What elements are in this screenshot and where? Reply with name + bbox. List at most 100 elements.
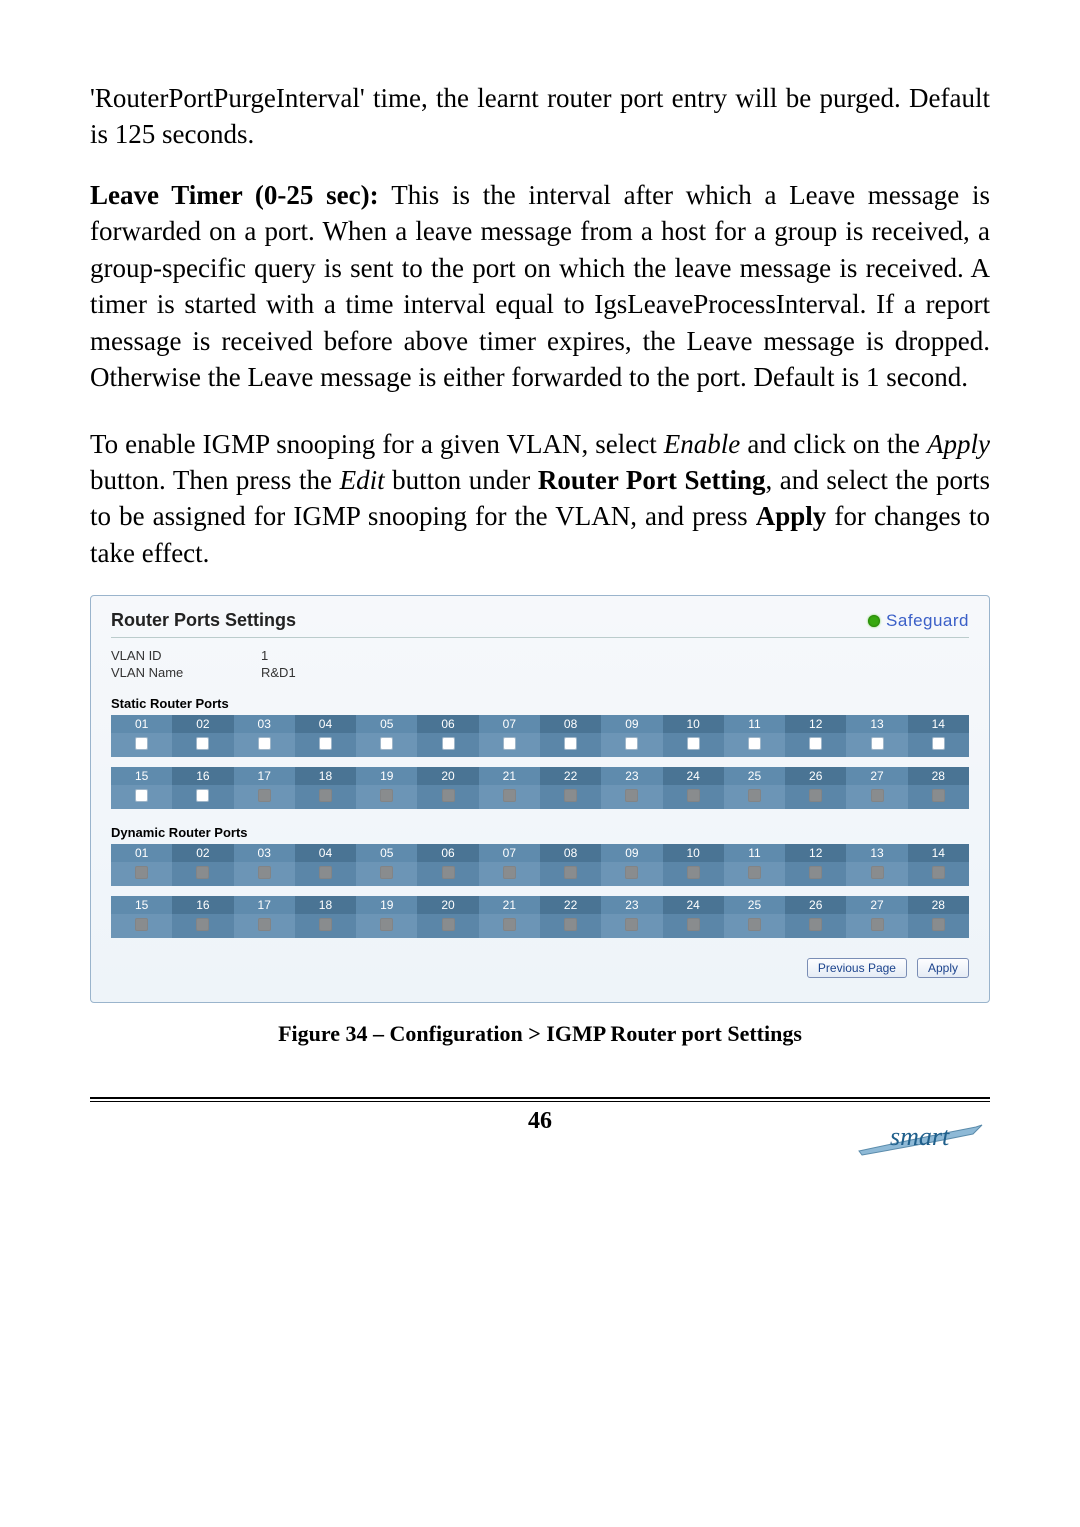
port-checkbox <box>380 866 393 879</box>
port-cell <box>172 785 233 809</box>
port-checkbox <box>809 866 822 879</box>
port-cell <box>846 914 907 938</box>
port-cell <box>601 785 662 809</box>
figure-caption: Figure 34 – Configuration > IGMP Router … <box>90 1021 990 1047</box>
port-cell <box>540 914 601 938</box>
port-checkbox[interactable] <box>687 737 700 750</box>
port-checkbox[interactable] <box>135 789 148 802</box>
port-checkbox <box>380 789 393 802</box>
port-cell <box>785 862 846 886</box>
static-ports-block: 0102030405060708091011121314 15161718192… <box>111 715 969 809</box>
panel-title: Router Ports Settings <box>111 610 296 631</box>
port-checkbox <box>442 918 455 931</box>
port-header: 04 <box>295 844 356 862</box>
port-header: 04 <box>295 715 356 733</box>
port-cell <box>663 914 724 938</box>
port-checkbox[interactable] <box>748 737 761 750</box>
port-header: 09 <box>601 844 662 862</box>
p3a: To enable IGMP snooping for a given VLAN… <box>90 429 664 459</box>
port-checkbox <box>196 866 209 879</box>
port-checkbox[interactable] <box>625 737 638 750</box>
router-ports-settings-panel: Router Ports Settings Safeguard VLAN ID … <box>90 595 990 1003</box>
port-checkbox[interactable] <box>196 737 209 750</box>
port-cell <box>356 862 417 886</box>
port-header: 09 <box>601 715 662 733</box>
port-header: 17 <box>234 896 295 914</box>
port-checkbox <box>748 866 761 879</box>
port-cell <box>111 914 172 938</box>
previous-page-button[interactable]: Previous Page <box>807 958 907 978</box>
p3f: Edit <box>340 465 385 495</box>
port-cell <box>540 785 601 809</box>
port-header: 07 <box>479 715 540 733</box>
apply-button[interactable]: Apply <box>917 958 969 978</box>
port-cell <box>785 914 846 938</box>
paragraph-2: Leave Timer (0-25 sec): This is the inte… <box>90 177 990 396</box>
port-cell <box>601 733 662 757</box>
port-checkbox <box>442 866 455 879</box>
port-header: 19 <box>356 767 417 785</box>
port-checkbox[interactable] <box>809 737 822 750</box>
port-header: 21 <box>479 767 540 785</box>
port-header: 05 <box>356 715 417 733</box>
port-cell <box>234 914 295 938</box>
static-router-ports-title: Static Router Ports <box>111 696 969 711</box>
port-checkbox <box>748 918 761 931</box>
port-header: 25 <box>724 896 785 914</box>
port-checkbox <box>687 918 700 931</box>
port-header: 28 <box>908 896 969 914</box>
port-cell <box>417 914 478 938</box>
port-header: 22 <box>540 767 601 785</box>
port-header: 23 <box>601 896 662 914</box>
port-checkbox[interactable] <box>871 737 884 750</box>
port-checkbox <box>687 866 700 879</box>
port-header: 10 <box>663 844 724 862</box>
port-checkbox <box>564 918 577 931</box>
port-checkbox[interactable] <box>135 737 148 750</box>
port-cell <box>356 785 417 809</box>
port-checkbox[interactable] <box>503 737 516 750</box>
port-checkbox <box>503 866 516 879</box>
port-checkbox[interactable] <box>319 737 332 750</box>
port-header: 06 <box>417 715 478 733</box>
port-cell <box>785 733 846 757</box>
port-header: 18 <box>295 767 356 785</box>
port-checkbox[interactable] <box>932 737 945 750</box>
port-header: 24 <box>663 767 724 785</box>
port-header: 05 <box>356 844 417 862</box>
button-row: Previous Page Apply <box>111 958 969 978</box>
port-header: 11 <box>724 844 785 862</box>
port-cell <box>908 733 969 757</box>
port-checkbox[interactable] <box>196 789 209 802</box>
port-header: 22 <box>540 896 601 914</box>
port-cell <box>540 733 601 757</box>
port-checkbox[interactable] <box>442 737 455 750</box>
port-header: 25 <box>724 767 785 785</box>
port-checkbox <box>871 918 884 931</box>
p3h: Router Port Setting <box>538 465 766 495</box>
p3g: button under <box>385 465 538 495</box>
port-checkbox[interactable] <box>258 737 271 750</box>
port-cell <box>479 733 540 757</box>
port-header: 03 <box>234 715 295 733</box>
port-checkbox <box>748 789 761 802</box>
port-header: 01 <box>111 844 172 862</box>
port-cell <box>479 785 540 809</box>
port-header: 01 <box>111 715 172 733</box>
dynamic-router-ports-title: Dynamic Router Ports <box>111 825 969 840</box>
port-cell <box>172 914 233 938</box>
port-cell <box>663 862 724 886</box>
svg-text:smart: smart <box>890 1122 950 1151</box>
port-cell <box>172 862 233 886</box>
port-checkbox[interactable] <box>564 737 577 750</box>
port-header: 11 <box>724 715 785 733</box>
port-checkbox[interactable] <box>380 737 393 750</box>
port-cell <box>724 862 785 886</box>
port-header: 06 <box>417 844 478 862</box>
port-cell <box>479 914 540 938</box>
port-checkbox <box>625 866 638 879</box>
port-cell <box>724 785 785 809</box>
port-cell <box>295 862 356 886</box>
smart-logo-icon: smart <box>854 1107 984 1167</box>
port-header: 23 <box>601 767 662 785</box>
